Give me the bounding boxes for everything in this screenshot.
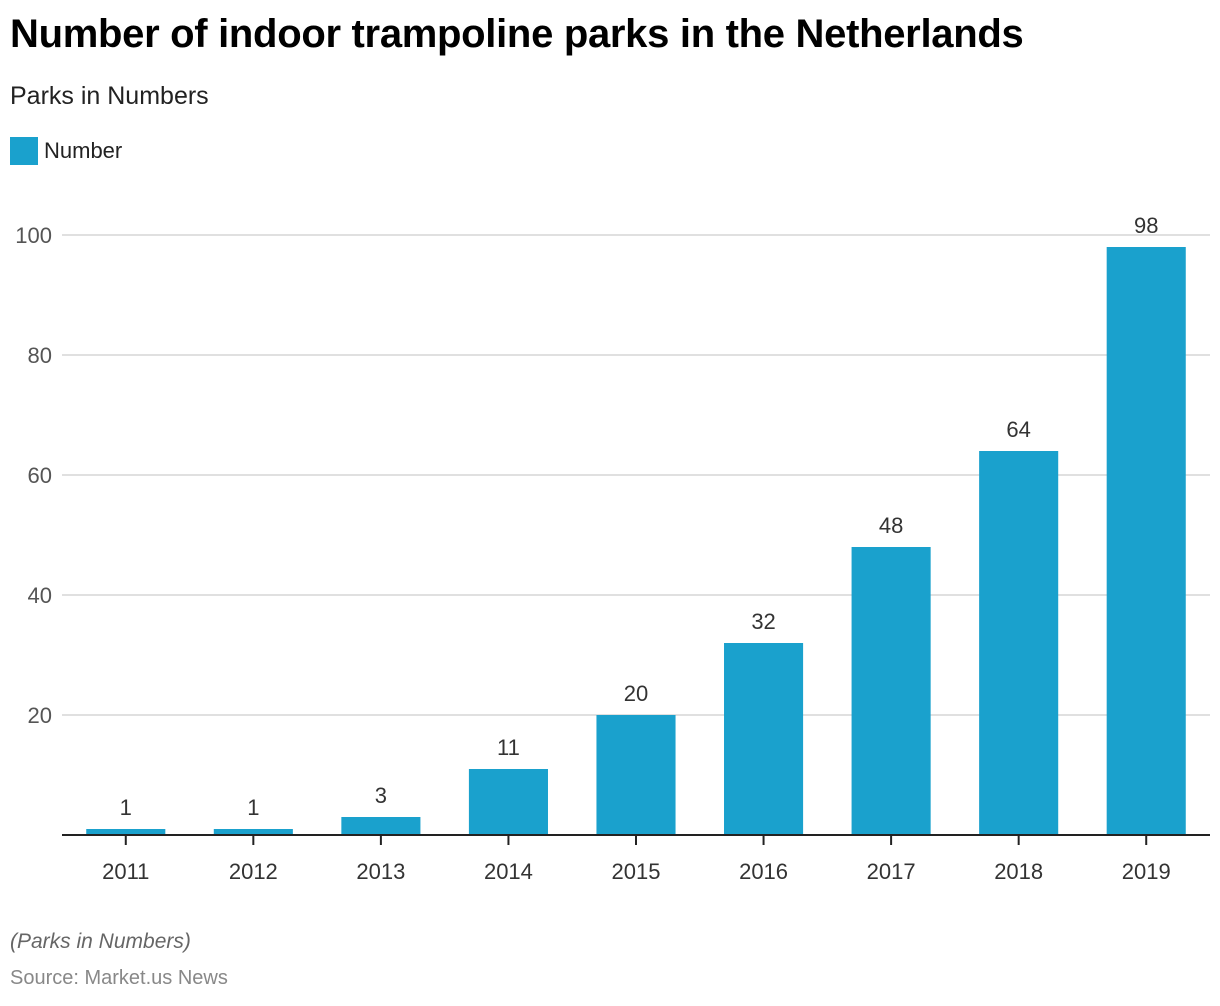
data-label-2013: 3 <box>375 783 387 808</box>
x-axis: 2011 2012 2013 2014 2015 2016 2017 2018 2019 <box>62 834 1210 884</box>
bar-2014 <box>468 769 548 835</box>
data-label-2017: 48 <box>879 513 903 538</box>
bars <box>86 247 1186 835</box>
y-tick-label: 80 <box>28 343 52 368</box>
legend-label: Number <box>44 138 123 163</box>
data-label-2018: 64 <box>1006 417 1030 442</box>
source-text: Source: Market.us News <box>10 967 228 989</box>
data-label-2016: 32 <box>751 609 775 634</box>
chart-title: Number of indoor trampoline parks in the… <box>10 12 1024 56</box>
x-tick-label: 2011 <box>102 859 149 884</box>
bar-2018 <box>979 451 1059 835</box>
x-tick-label: 2015 <box>612 859 661 884</box>
x-tick-label: 2013 <box>356 859 405 884</box>
bar-2019 <box>1106 247 1186 835</box>
legend: Number <box>10 137 122 165</box>
bar-2016 <box>724 643 804 835</box>
data-label-2014: 11 <box>497 735 520 760</box>
legend-swatch <box>10 137 38 165</box>
bar-2011 <box>86 829 166 835</box>
data-label-2015: 20 <box>624 681 648 706</box>
x-tick-label: 2018 <box>994 859 1043 884</box>
data-label-2012: 1 <box>247 795 259 820</box>
y-tick-label: 20 <box>28 703 52 728</box>
footer-note: (Parks in Numbers) <box>10 930 191 953</box>
y-tick-label: 60 <box>28 463 52 488</box>
chart-subtitle: Parks in Numbers <box>10 82 209 110</box>
bar-2013 <box>341 817 421 835</box>
x-tick-label: 2019 <box>1122 859 1171 884</box>
bar-2012 <box>213 829 293 835</box>
data-label-2019: 98 <box>1134 213 1158 238</box>
y-tick-label: 40 <box>28 583 52 608</box>
bar-2017 <box>851 547 931 835</box>
y-tick-label: 100 <box>15 223 52 248</box>
x-tick-label: 2012 <box>229 859 278 884</box>
data-label-2011: 1 <box>120 795 132 820</box>
x-tick-label: 2017 <box>867 859 916 884</box>
x-tick-label: 2016 <box>739 859 788 884</box>
x-tick-label: 2014 <box>484 859 533 884</box>
bar-2015 <box>596 715 676 835</box>
y-axis-ticks: 20 40 60 80 100 <box>15 223 52 728</box>
